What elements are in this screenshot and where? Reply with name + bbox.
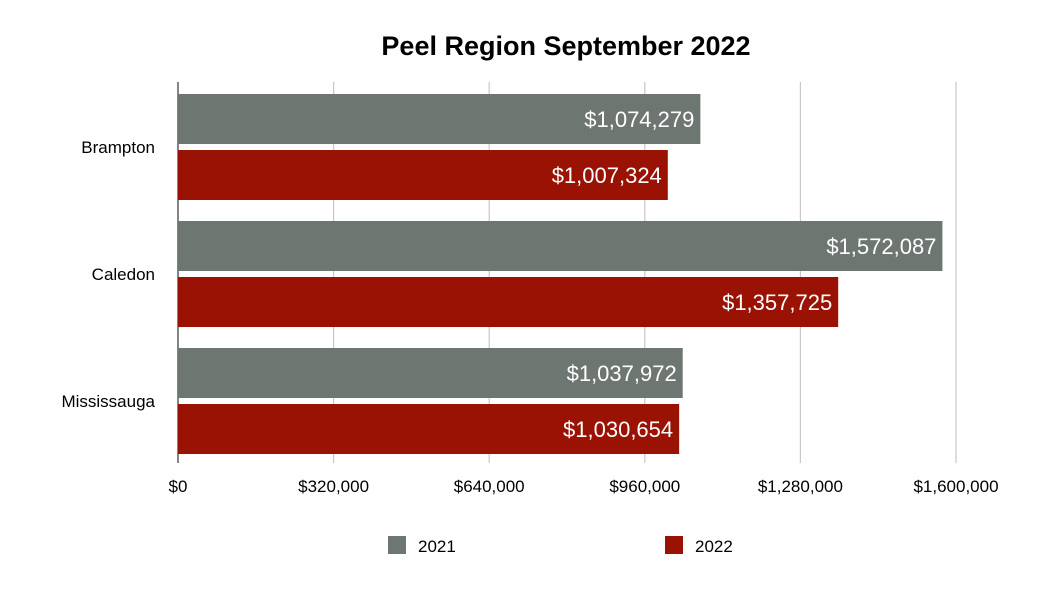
gridlines (177, 82, 957, 463)
x-tick-label: $0 (169, 477, 188, 496)
legend-swatch-2021 (388, 536, 406, 554)
bar-2021-caledon (178, 221, 943, 271)
data-label: $1,572,087 (826, 234, 936, 259)
data-label: $1,007,324 (552, 163, 662, 188)
data-label: $1,357,725 (722, 290, 832, 315)
x-tick-label: $1,280,000 (758, 477, 843, 496)
data-label: $1,030,654 (563, 417, 673, 442)
bars: $1,074,279 $1,007,324 $1,572,087 $1,357,725… (178, 94, 943, 454)
bar-2022-brampton (178, 150, 668, 200)
category-label-mississauga: Mississauga (61, 392, 155, 411)
x-tick-label: $960,000 (609, 477, 680, 496)
legend: 2021 2022 (388, 536, 733, 556)
bar-2022-mississauga (178, 404, 680, 454)
bar-2021-brampton (178, 94, 701, 144)
x-axis-ticks: $0 $320,000 $640,000 $960,000 $1,280,000 $1,6… (169, 477, 999, 496)
legend-label-2022: 2022 (695, 537, 733, 556)
x-tick-label: $1,600,000 (913, 477, 998, 496)
data-label: $1,074,279 (584, 107, 694, 132)
category-label-brampton: Brampton (81, 138, 155, 157)
chart-title: Peel Region September 2022 (381, 31, 750, 61)
legend-swatch-2022 (665, 536, 683, 554)
category-label-caledon: Caledon (92, 265, 155, 284)
legend-label-2021: 2021 (418, 537, 456, 556)
data-label: $1,037,972 (567, 361, 677, 386)
x-tick-label: $640,000 (454, 477, 525, 496)
category-labels: Brampton Caledon Mississauga (61, 138, 155, 411)
x-tick-label: $320,000 (298, 477, 369, 496)
bar-2022-caledon (178, 277, 839, 327)
bar-2021-mississauga (178, 348, 683, 398)
